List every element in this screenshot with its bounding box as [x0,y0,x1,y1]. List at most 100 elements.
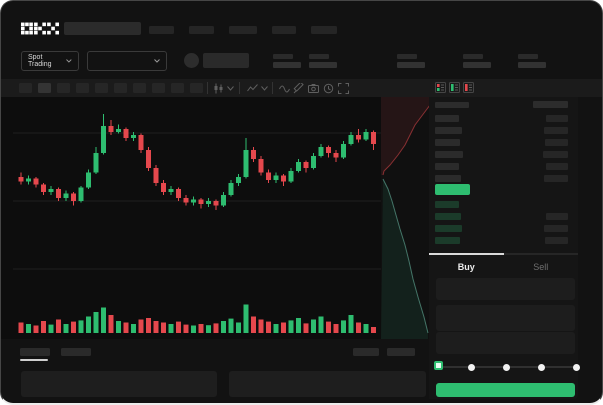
price-cell-placeholder [435,225,462,232]
timeframe-button[interactable] [95,83,108,93]
candlestick-chart[interactable] [13,97,381,339]
amount-cell-placeholder [545,139,568,146]
orderbook-mode-both-icon[interactable] [435,82,446,93]
pair-selector[interactable] [87,51,167,71]
amount-cell-placeholder [544,225,568,232]
ask-rows [429,113,578,185]
amount-cell-placeholder [544,127,568,134]
timeframe-button[interactable] [114,83,127,93]
price-cell-placeholder [435,237,460,244]
amount-column-header [533,101,568,108]
price-input[interactable] [436,278,575,300]
order-book-row[interactable] [429,211,578,223]
history-table-placeholder [229,371,426,397]
nav-item-placeholder[interactable] [189,26,214,34]
settings-icon[interactable] [323,83,334,94]
price-cell-placeholder [435,151,463,158]
chart-type-icon[interactable] [213,83,224,94]
tab-sell[interactable]: Sell [503,253,578,279]
line-style-icon[interactable] [279,83,290,94]
market-type-selector[interactable]: Spot Trading [21,51,79,71]
timeframe-group [19,83,203,93]
orders-table-placeholder [21,371,217,397]
chart-footer-tab[interactable] [61,348,91,356]
chevron-down-icon [154,59,160,63]
fullscreen-icon[interactable] [338,83,349,94]
slider-dot[interactable] [572,363,580,371]
timeframe-button[interactable] [76,83,89,93]
timeframe-button[interactable] [38,83,51,93]
amount-cell-placeholder [543,151,568,158]
chevron-down-icon[interactable] [261,86,268,91]
timeframe-button[interactable] [171,83,184,93]
chart-footer-tab-active[interactable] [20,348,50,356]
order-book-row[interactable] [429,113,578,125]
orderbook-mode-asks-icon[interactable] [463,82,474,93]
ticker-stat [397,54,425,68]
price-cell-placeholder [435,213,461,220]
slider-dot[interactable] [468,363,476,371]
order-book-row[interactable] [429,125,578,137]
timeframe-button[interactable] [133,83,146,93]
divider [207,82,208,94]
tab-buy[interactable]: Buy [429,253,504,279]
total-input[interactable] [436,332,575,354]
buy-submit-button[interactable] [436,383,575,397]
chart-footer-action[interactable] [387,348,415,356]
price-cell-placeholder [435,127,462,134]
nav-item-placeholder[interactable] [229,26,257,34]
price-cell-placeholder [435,139,460,146]
nav-item-placeholder[interactable] [149,26,174,34]
amount-cell-placeholder [546,163,568,170]
ticker-stat [518,54,546,68]
search-input[interactable] [64,22,141,35]
amount-cell-placeholder [546,213,568,220]
divider [272,82,273,94]
pair-name-placeholder [203,53,249,68]
timeframe-button[interactable] [152,83,165,93]
order-book-panel: Buy Sell [429,97,580,399]
order-book-row[interactable] [429,149,578,161]
price-cell-placeholder [435,175,461,182]
price-cell-placeholder [435,163,459,170]
market-type-label: Spot Trading [28,54,52,68]
ticker-stat [463,54,491,68]
ticker-stat [273,54,301,68]
orderbook-mode-bids-icon[interactable] [449,82,460,93]
slider-dot[interactable] [503,363,510,371]
trade-tabs: Buy Sell [429,253,578,279]
amount-input[interactable] [436,305,575,331]
timeframe-button[interactable] [190,83,203,93]
indicator-icon[interactable] [247,83,258,94]
amount-cell-placeholder [545,237,568,244]
pair-coin-icon [184,53,199,68]
order-book-row[interactable] [429,199,578,211]
order-book-row[interactable] [429,235,578,247]
bid-rows [429,199,578,247]
divider [239,82,240,94]
amount-cell-placeholder [544,175,568,182]
last-price-badge[interactable] [435,184,470,195]
chevron-down-icon [66,59,72,63]
slider-dot[interactable] [537,363,545,371]
chart-footer-action[interactable] [353,348,379,356]
top-nav [149,26,337,34]
nav-item-placeholder[interactable] [272,26,296,34]
timeframe-button[interactable] [57,83,70,93]
price-column-header [435,102,469,108]
amount-slider-handle[interactable] [434,361,443,370]
chevron-down-icon[interactable] [227,86,234,91]
order-book-row[interactable] [429,173,578,185]
timeframe-button[interactable] [19,83,32,93]
price-cell-placeholder [435,115,459,122]
ticker-stat [309,54,337,68]
active-tab-indicator [20,359,48,361]
order-book-row[interactable] [429,161,578,173]
camera-icon[interactable] [308,83,319,94]
depth-chart[interactable] [381,97,433,339]
order-book-row[interactable] [429,137,578,149]
nav-item-placeholder[interactable] [311,26,337,34]
draw-icon[interactable] [293,83,304,94]
order-book-row[interactable] [429,223,578,235]
